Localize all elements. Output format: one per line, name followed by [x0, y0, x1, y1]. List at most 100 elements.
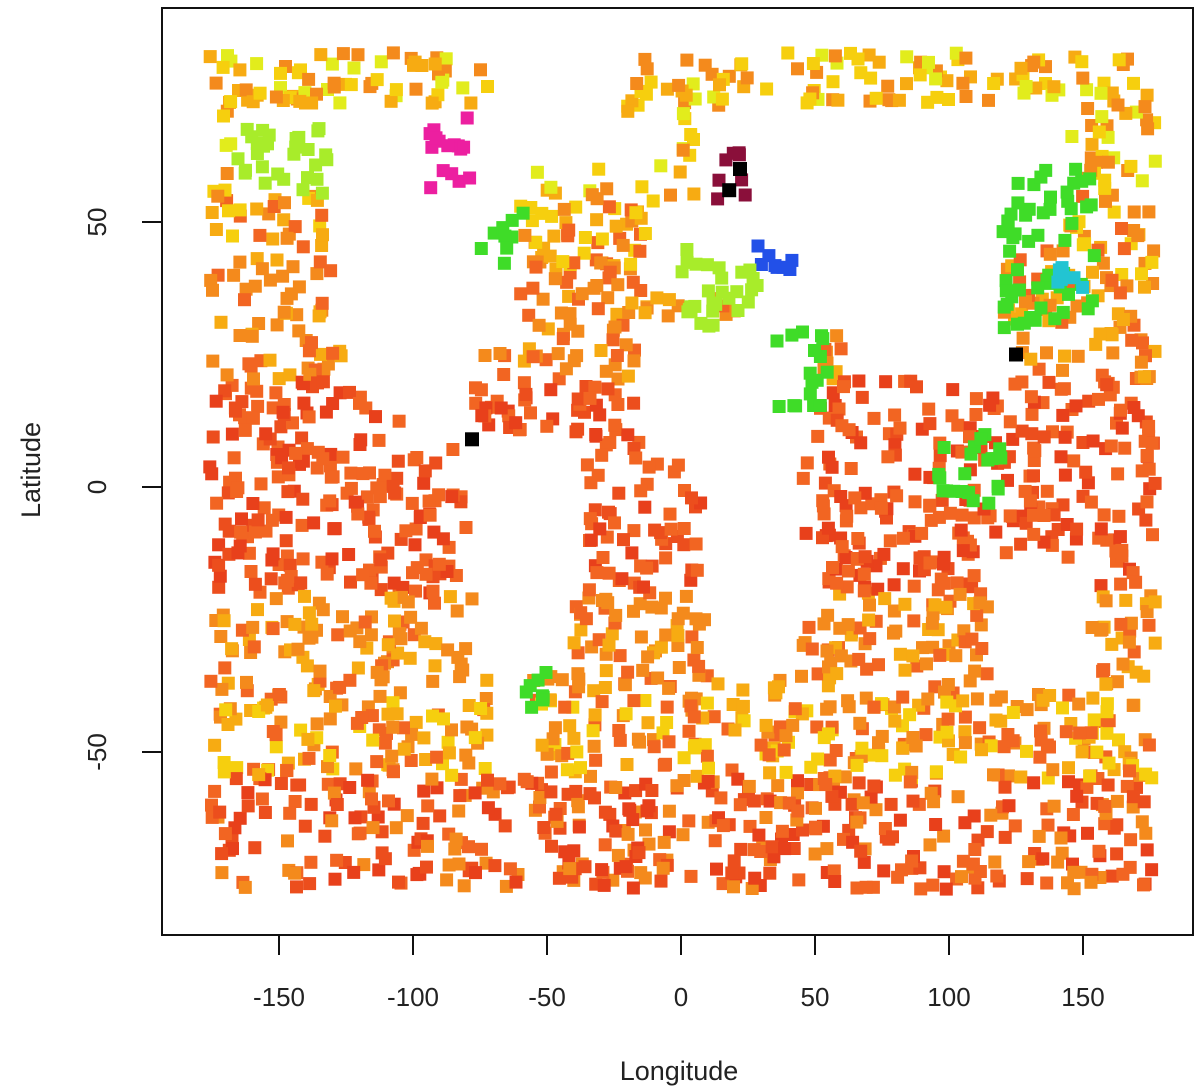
data-point: [1142, 618, 1156, 632]
data-point: [878, 592, 892, 606]
data-point: [1034, 724, 1047, 738]
data-point: [225, 427, 239, 441]
data-point: [998, 780, 1012, 794]
data-point: [796, 471, 810, 485]
data-point: [567, 731, 581, 745]
data-point: [300, 442, 314, 456]
data-point: [827, 864, 841, 878]
data-point: [578, 860, 592, 874]
data-point: [428, 659, 442, 673]
data-point: [419, 753, 433, 766]
data-point: [821, 521, 835, 535]
data-point: [1040, 876, 1054, 890]
data-point: [503, 862, 517, 876]
data-point: [1027, 469, 1040, 483]
data-point: [1002, 769, 1015, 783]
data-point: [229, 772, 243, 786]
data-point: [266, 547, 280, 561]
data-point: [518, 228, 532, 242]
data-point: [409, 522, 423, 536]
data-point: [529, 260, 543, 274]
data-point: [888, 408, 902, 422]
data-point: [250, 202, 264, 216]
data-point: [888, 438, 902, 452]
black-point: [722, 183, 737, 198]
data-point: [638, 52, 652, 66]
data-point: [1110, 818, 1124, 832]
data-point: [1093, 327, 1107, 341]
data-point: [442, 746, 456, 760]
data-point: [488, 859, 502, 873]
data-point: [440, 873, 454, 887]
data-point: [230, 761, 244, 775]
data-point: [324, 470, 338, 484]
data-point: [662, 825, 676, 839]
data-point: [954, 750, 968, 764]
data-point: [238, 423, 252, 437]
data-point: [457, 879, 471, 893]
data-point: [1136, 336, 1149, 350]
highlight-point: [702, 319, 716, 333]
data-point: [684, 573, 698, 587]
data-point: [624, 257, 638, 271]
data-point: [627, 524, 641, 538]
data-point: [439, 52, 453, 66]
data-point: [363, 466, 376, 480]
data-point: [358, 615, 372, 629]
data-point: [429, 456, 443, 470]
data-point: [946, 383, 960, 397]
data-point: [1126, 790, 1140, 804]
highlight-point: [1003, 244, 1017, 258]
data-point: [594, 344, 608, 357]
data-point: [838, 770, 852, 784]
data-point: [551, 347, 565, 361]
data-point: [366, 821, 380, 835]
data-point: [965, 632, 979, 646]
data-point: [270, 318, 284, 332]
data-point: [800, 456, 814, 470]
data-point: [690, 563, 704, 577]
data-point: [982, 93, 995, 107]
data-point: [373, 689, 387, 703]
data-point: [206, 354, 220, 368]
data-point: [418, 464, 432, 478]
data-point: [315, 239, 329, 252]
data-point: [923, 556, 937, 570]
data-point: [348, 495, 362, 509]
data-point: [642, 799, 656, 813]
data-point: [1043, 247, 1057, 261]
data-point: [1142, 419, 1156, 433]
data-point: [336, 47, 350, 61]
data-point: [214, 315, 228, 329]
data-point: [830, 667, 844, 681]
highlight-point: [785, 328, 799, 342]
data-point: [460, 720, 474, 734]
data-point: [734, 842, 748, 856]
data-point: [351, 661, 365, 675]
data-point: [532, 318, 546, 332]
data-point: [967, 569, 981, 583]
data-point: [635, 180, 649, 194]
data-point: [857, 855, 871, 869]
black-point: [733, 162, 747, 176]
data-point: [562, 289, 576, 303]
data-point: [369, 410, 382, 424]
data-point: [862, 613, 876, 627]
data-point: [451, 650, 465, 664]
data-point: [214, 630, 228, 643]
data-point: [288, 866, 302, 880]
data-point: [215, 847, 229, 861]
data-point: [225, 642, 239, 656]
data-point: [792, 873, 806, 887]
data-point: [941, 712, 955, 726]
data-point: [664, 188, 677, 202]
data-point: [479, 692, 493, 705]
data-point: [417, 476, 431, 490]
data-point: [1116, 313, 1130, 326]
highlight-point: [982, 496, 996, 510]
data-point: [808, 847, 822, 861]
highlight-point: [1034, 170, 1048, 184]
data-point: [809, 820, 822, 834]
data-point: [235, 512, 248, 526]
data-point: [595, 232, 609, 246]
